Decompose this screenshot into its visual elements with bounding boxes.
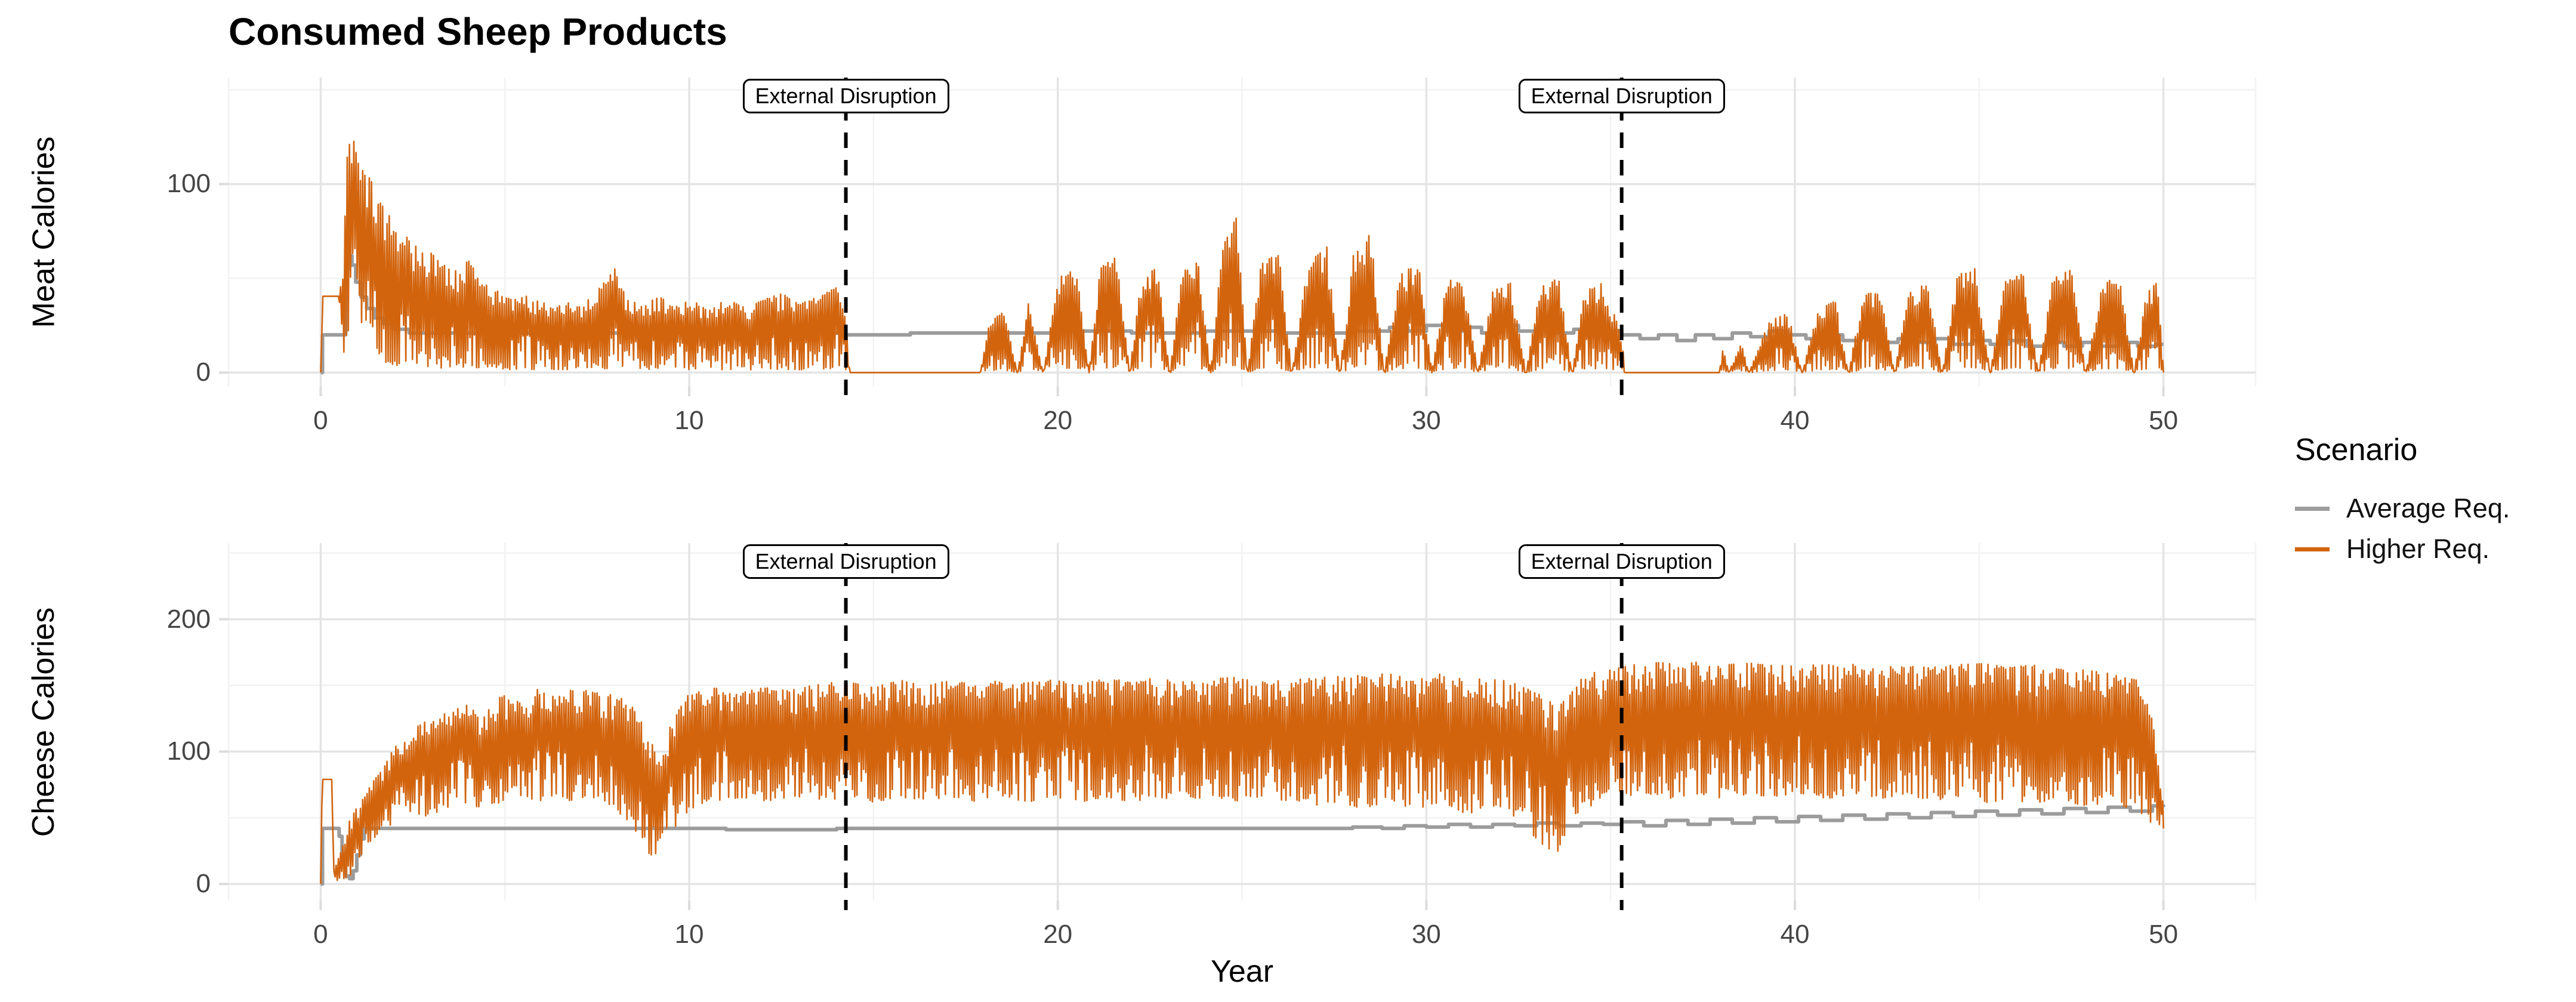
series-average-req-line bbox=[320, 804, 2165, 886]
y-tick-label: 0 bbox=[196, 869, 211, 899]
legend-item-average: Average Req. bbox=[2295, 488, 2510, 529]
external-disruption-label: External Disruption bbox=[1518, 544, 1725, 579]
minor-gridlines bbox=[227, 78, 2257, 387]
x-tick-label: 0 bbox=[313, 920, 328, 949]
x-tick-label: 10 bbox=[674, 920, 704, 949]
average-req-key-line bbox=[2295, 506, 2330, 511]
y-tick-label: 0 bbox=[196, 357, 211, 387]
higher-req-key-line bbox=[2295, 547, 2330, 551]
series-higher-req-line bbox=[320, 140, 2164, 374]
legend: Scenario Average Req. Higher Req. bbox=[2295, 432, 2510, 569]
page-title: Consumed Sheep Products bbox=[229, 10, 727, 53]
x-tick-label: 50 bbox=[2149, 406, 2179, 435]
axis-ticks bbox=[219, 183, 2165, 396]
y-tick-label: 100 bbox=[166, 736, 211, 766]
x-tick-label: 40 bbox=[1780, 406, 1810, 435]
axis-ticks bbox=[219, 618, 2165, 910]
legend-item-higher: Higher Req. bbox=[2295, 529, 2510, 569]
meat-panel-plot bbox=[219, 78, 2257, 396]
y-tick-label: 200 bbox=[166, 604, 211, 634]
x-tick-label: 20 bbox=[1043, 406, 1073, 435]
y-axis-title-meat: Meat Calories bbox=[26, 136, 61, 328]
x-tick-label: 30 bbox=[1411, 920, 1441, 949]
legend-title: Scenario bbox=[2295, 433, 2418, 467]
x-tick-label: 30 bbox=[1411, 406, 1441, 435]
x-axis-title: Year bbox=[1210, 954, 1274, 989]
x-tick-label: 0 bbox=[313, 406, 328, 435]
x-tick-label: 20 bbox=[1043, 920, 1073, 949]
external-disruption-label: External Disruption bbox=[742, 79, 949, 113]
x-tick-label: 10 bbox=[674, 406, 704, 435]
x-tick-label: 40 bbox=[1780, 920, 1810, 949]
external-disruption-label: External Disruption bbox=[1518, 79, 1725, 113]
external-disruption-label: External Disruption bbox=[742, 544, 949, 579]
cheese-panel-plot bbox=[219, 543, 2257, 910]
series-higher-req-line bbox=[320, 661, 2164, 884]
y-tick-label: 100 bbox=[166, 169, 211, 199]
y-axis-title-cheese: Cheese Calories bbox=[26, 607, 61, 837]
x-tick-label: 50 bbox=[2149, 920, 2179, 949]
